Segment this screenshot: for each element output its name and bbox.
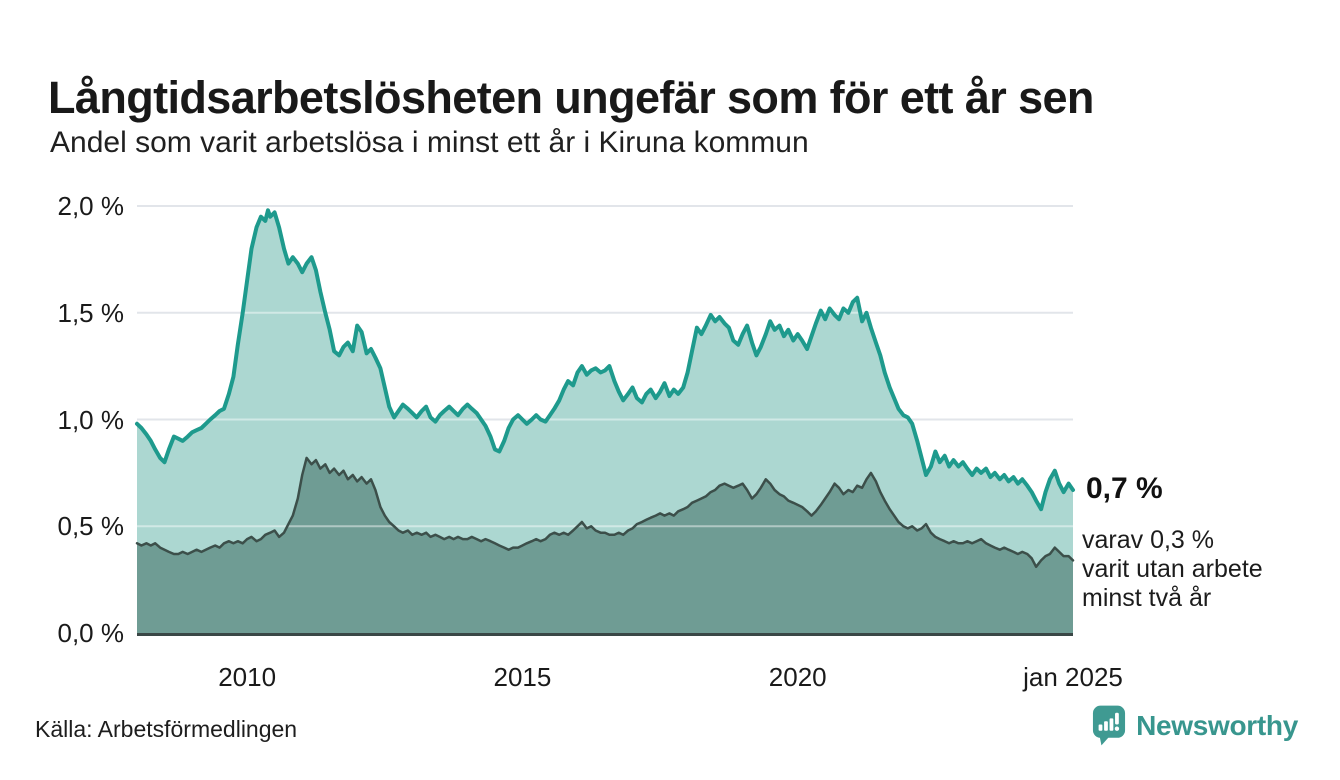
- last-value-label: 0,7 %: [1086, 472, 1163, 505]
- annotation-line: varit utan arbete: [1082, 555, 1263, 583]
- y-tick-label: 2,0 %: [57, 191, 125, 221]
- newsworthy-logo[interactable]: Newsworthy: [1092, 704, 1298, 747]
- page-title: Långtidsarbetslösheten ungefär som för e…: [48, 72, 1094, 124]
- source-credit: Källa: Arbetsförmedlingen: [35, 716, 298, 742]
- y-tick-label: 0,0 %: [57, 618, 125, 648]
- x-tick-label: 2015: [493, 662, 552, 692]
- chart-subtitle: Andel som varit arbetslösa i minst ett å…: [50, 126, 809, 159]
- annotation-line: minst två år: [1082, 584, 1212, 612]
- x-tick-label: jan 2025: [1023, 662, 1123, 692]
- y-tick-label: 1,0 %: [57, 404, 125, 435]
- annotation-line: varav 0,3 %: [1082, 526, 1215, 554]
- x-tick-label: 2020: [768, 662, 827, 692]
- annotation-detail: varav 0,3 % varit utan arbete minst två …: [1082, 526, 1263, 613]
- y-tick-label: 1,5 %: [57, 297, 125, 328]
- series-minst-tva-ar-area: [137, 457, 1073, 633]
- x-tick-label: 2010: [218, 662, 277, 692]
- newsworthy-logo-text: Newsworthy: [1136, 709, 1298, 741]
- series-minst-ett-ar-line: [135, 208, 1075, 512]
- series-minst-tva-ar-line: [135, 456, 1075, 569]
- y-tick-label: 0,5 %: [57, 511, 125, 542]
- newsworthy-logo-icon: [1093, 705, 1126, 746]
